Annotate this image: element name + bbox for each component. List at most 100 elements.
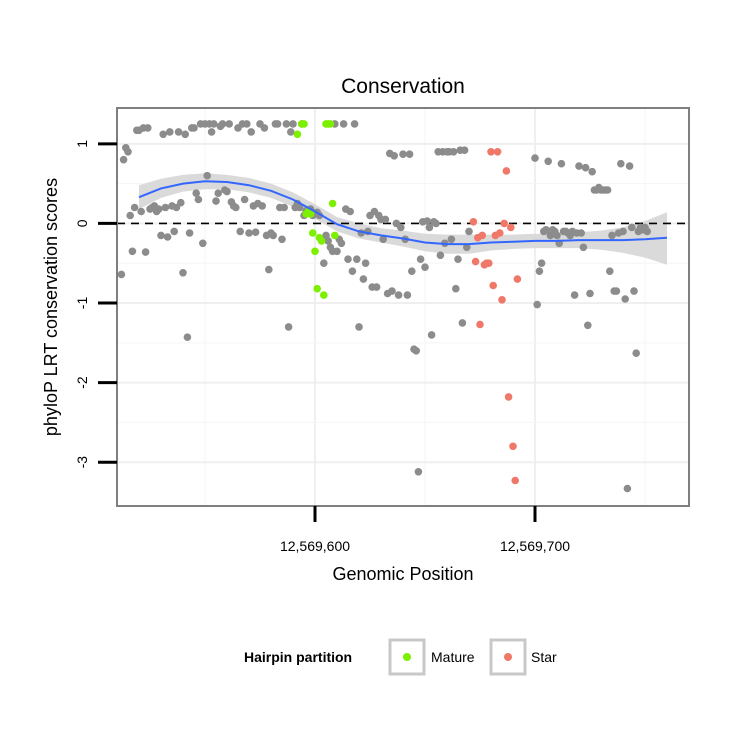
data-point-other: [247, 128, 255, 136]
data-point-other: [232, 204, 240, 212]
data-point-other: [162, 204, 170, 212]
data-point-star: [505, 393, 513, 401]
data-point-other: [626, 162, 634, 170]
data-point-other: [131, 204, 139, 212]
data-point-other: [450, 148, 458, 156]
data-point-other: [382, 216, 390, 224]
data-point-other: [586, 290, 594, 298]
data-point-other: [283, 120, 291, 128]
data-point-other: [223, 188, 231, 196]
data-point-other: [338, 240, 346, 248]
plot-panel: [117, 108, 689, 506]
data-point-other: [608, 232, 616, 240]
data-point-mature: [327, 120, 335, 128]
data-point-other: [408, 267, 416, 275]
data-point-other: [280, 204, 288, 212]
data-point-other: [355, 323, 363, 331]
data-point-other: [258, 202, 266, 210]
data-point-star: [500, 220, 508, 228]
y-tick-label: -1: [74, 297, 90, 310]
data-point-other: [571, 291, 579, 299]
data-point-other: [630, 287, 638, 295]
data-point-other: [177, 199, 185, 207]
plot-background: [117, 108, 689, 506]
data-point-star: [489, 282, 497, 290]
data-point-other: [432, 220, 440, 228]
legend-marker-mature: [403, 653, 411, 661]
y-axis-label: phyloP LRT conservation scores: [41, 178, 61, 436]
data-point-other: [349, 267, 357, 275]
data-point-star: [511, 477, 519, 485]
data-point-star: [470, 218, 478, 226]
data-point-other: [203, 172, 211, 180]
data-point-other: [553, 232, 561, 240]
data-point-other: [137, 208, 145, 216]
data-point-other: [437, 252, 445, 260]
y-tick-label: 1: [74, 140, 90, 148]
data-point-other: [184, 333, 192, 341]
data-point-other: [454, 255, 462, 263]
data-point-other: [208, 128, 216, 136]
data-point-other: [406, 150, 414, 158]
data-point-other: [351, 120, 359, 128]
data-point-other: [533, 301, 541, 309]
data-point-other: [241, 196, 249, 204]
data-point-other: [624, 485, 632, 493]
data-point-mature: [318, 237, 326, 245]
data-point-star: [487, 148, 495, 156]
data-point-other: [236, 228, 244, 236]
data-point-other: [577, 229, 585, 237]
x-axis: 12,569,600 12,569,700: [280, 506, 570, 554]
data-point-other: [606, 267, 614, 275]
data-point-other: [580, 244, 588, 252]
data-point-other: [465, 228, 473, 236]
data-point-other: [619, 228, 627, 236]
data-point-other: [199, 240, 207, 248]
data-point-other: [461, 146, 469, 154]
data-point-other: [142, 248, 150, 256]
data-point-star: [514, 275, 522, 283]
data-point-other: [175, 128, 183, 136]
data-point-other: [210, 120, 218, 128]
legend-title: Hairpin partition: [244, 649, 352, 665]
y-tick-label: -3: [74, 456, 90, 469]
data-point-other: [269, 232, 277, 240]
data-point-mature: [309, 229, 317, 237]
data-point-other: [575, 162, 583, 170]
data-point-other: [252, 228, 260, 236]
data-point-star: [478, 232, 486, 240]
data-point-other: [333, 248, 341, 256]
data-point-other: [186, 229, 194, 237]
data-point-star: [496, 229, 504, 237]
data-point-other: [289, 120, 297, 128]
data-point-other: [320, 259, 328, 267]
data-point-star: [485, 259, 493, 267]
data-point-other: [617, 160, 625, 168]
x-tick-label: 12,569,600: [280, 538, 350, 554]
data-point-other: [126, 212, 134, 220]
data-point-other: [415, 468, 423, 476]
legend: Hairpin partition Mature Star: [244, 640, 557, 674]
data-point-other: [399, 150, 407, 158]
data-point-mature: [294, 131, 302, 139]
data-point-other: [159, 131, 167, 139]
chart-title: Conservation: [341, 75, 465, 98]
data-point-star: [498, 296, 506, 304]
data-point-other: [558, 160, 566, 168]
data-point-other: [166, 128, 174, 136]
data-point-other: [212, 197, 220, 205]
y-tick-label: -2: [74, 376, 90, 389]
data-point-other: [225, 120, 233, 128]
data-point-other: [118, 271, 126, 279]
data-point-other: [373, 283, 381, 291]
data-point-other: [582, 164, 590, 172]
data-point-other: [360, 275, 368, 283]
data-point-other: [278, 236, 286, 244]
data-point-other: [265, 266, 273, 274]
data-point-other: [243, 120, 251, 128]
y-tick-label: 0: [74, 219, 90, 227]
data-point-other: [144, 124, 152, 132]
x-tick-label: 12,569,700: [500, 538, 570, 554]
data-point-other: [170, 228, 178, 236]
